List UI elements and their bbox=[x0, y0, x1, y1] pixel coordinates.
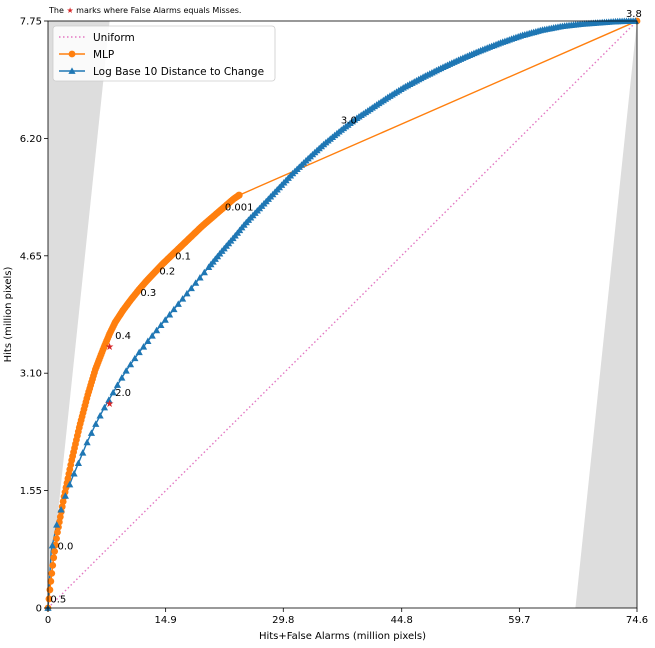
series-point bbox=[131, 354, 139, 362]
series-point bbox=[122, 367, 130, 374]
threshold-annotation: 0.2 bbox=[159, 267, 175, 278]
y-tick-label: 4.65 bbox=[20, 251, 42, 262]
threshold-annotation: 3.8 bbox=[626, 9, 642, 20]
series-point bbox=[135, 348, 143, 356]
legend-label: Log Base 10 Distance to Change bbox=[93, 66, 264, 78]
series-point bbox=[74, 459, 82, 467]
series-point bbox=[179, 295, 187, 302]
series-point bbox=[53, 535, 60, 543]
legend: Uniform MLP Log Base 10 Distance to Change bbox=[52, 25, 276, 82]
infeasible-region bbox=[575, 21, 637, 608]
series-point bbox=[161, 316, 169, 323]
x-axis-label: Hits+False Alarms (million pixels) bbox=[259, 631, 426, 642]
series-point bbox=[192, 279, 200, 286]
annotation-layer: 0.5 0.0 0.4 2.0 0.30.20.1 0.001 3.0 3.8 bbox=[50, 9, 641, 605]
series-point bbox=[53, 521, 61, 528]
series-point bbox=[170, 305, 178, 313]
legend-marker bbox=[68, 50, 76, 58]
series-point bbox=[51, 547, 59, 555]
y-tick-label: 7.75 bbox=[20, 17, 42, 28]
series-point bbox=[165, 310, 174, 318]
series-point bbox=[57, 506, 65, 513]
threshold-annotation: 0.001 bbox=[225, 202, 254, 213]
series-point bbox=[105, 396, 113, 403]
series-point bbox=[87, 429, 96, 436]
series-point bbox=[118, 374, 126, 381]
series-line bbox=[47, 20, 638, 609]
equal-error-star-icon: ★ bbox=[105, 342, 114, 353]
series-point bbox=[47, 577, 55, 585]
series-point bbox=[49, 561, 57, 569]
infeasible-regions bbox=[48, 21, 637, 608]
series-point bbox=[48, 569, 56, 577]
legend-label: MLP bbox=[93, 49, 114, 61]
series-point bbox=[183, 289, 191, 297]
x-tick-label: 14.9 bbox=[155, 615, 177, 626]
series-point bbox=[148, 332, 156, 339]
series-point bbox=[152, 326, 161, 334]
series-point bbox=[200, 268, 208, 276]
series-point bbox=[48, 541, 56, 549]
x-axis-ticks: 0 14.9 29.8 44.8 59.7 74.6 bbox=[45, 608, 648, 626]
y-tick-label: 6.20 bbox=[20, 134, 42, 145]
figure-note-before: The bbox=[49, 6, 64, 15]
legend-box bbox=[52, 25, 276, 82]
series-point bbox=[66, 480, 74, 488]
legend-marker bbox=[68, 67, 76, 74]
figure-note-after: marks where False Alarms equals Misses. bbox=[76, 6, 242, 15]
threshold-annotation: 0.0 bbox=[57, 542, 73, 553]
series-point bbox=[187, 284, 195, 292]
y-tick-label: 0 bbox=[36, 604, 42, 615]
x-tick-label: 0 bbox=[45, 615, 51, 626]
x-tick-label: 29.8 bbox=[272, 615, 294, 626]
series-point bbox=[96, 412, 104, 419]
x-tick-label: 44.8 bbox=[391, 615, 413, 626]
series-point bbox=[50, 554, 58, 562]
threshold-annotation: 0.5 bbox=[50, 595, 66, 606]
y-tick-label: 3.10 bbox=[20, 369, 42, 380]
threshold-annotation: 0.3 bbox=[140, 288, 156, 299]
series-point bbox=[126, 360, 135, 368]
infeasible-region bbox=[48, 21, 110, 608]
series-point bbox=[46, 586, 54, 594]
series-point bbox=[54, 528, 61, 536]
series-point bbox=[70, 469, 78, 477]
series-point bbox=[79, 449, 87, 456]
threshold-annotation: 0.1 bbox=[175, 252, 191, 263]
series-point bbox=[144, 337, 152, 345]
figure-note: The ★ marks where False Alarms equals Mi… bbox=[49, 6, 241, 15]
threshold-annotation: 0.4 bbox=[115, 331, 131, 342]
marker-layer bbox=[44, 17, 641, 612]
series-point bbox=[83, 438, 91, 446]
x-tick-label: 74.6 bbox=[626, 615, 648, 626]
y-axis-ticks: 0 1.55 3.10 4.65 6.20 7.75 bbox=[20, 17, 48, 615]
series-point bbox=[56, 513, 64, 521]
series-point bbox=[100, 403, 109, 411]
series-point bbox=[45, 595, 53, 603]
series-point bbox=[109, 388, 117, 396]
figure-note-star-icon: ★ bbox=[66, 6, 74, 15]
threshold-annotation: 3.0 bbox=[341, 115, 357, 126]
x-tick-label: 59.7 bbox=[508, 615, 530, 626]
star-layer: ★★ bbox=[105, 342, 114, 410]
series-point bbox=[139, 343, 148, 350]
axes-frame bbox=[47, 20, 638, 609]
series-point bbox=[61, 492, 69, 499]
series-point bbox=[196, 274, 204, 281]
series-point bbox=[113, 381, 122, 388]
legend-label: Uniform bbox=[93, 32, 135, 44]
series-layer bbox=[47, 20, 638, 609]
series-point bbox=[157, 321, 165, 329]
y-tick-label: 1.55 bbox=[20, 486, 42, 497]
threshold-annotation: 2.0 bbox=[115, 388, 131, 399]
series-point bbox=[92, 420, 100, 427]
y-axis-label: Hits (million pixels) bbox=[3, 267, 14, 363]
series-point bbox=[174, 300, 182, 307]
equal-error-star-icon: ★ bbox=[105, 399, 114, 410]
series-point bbox=[235, 191, 243, 199]
